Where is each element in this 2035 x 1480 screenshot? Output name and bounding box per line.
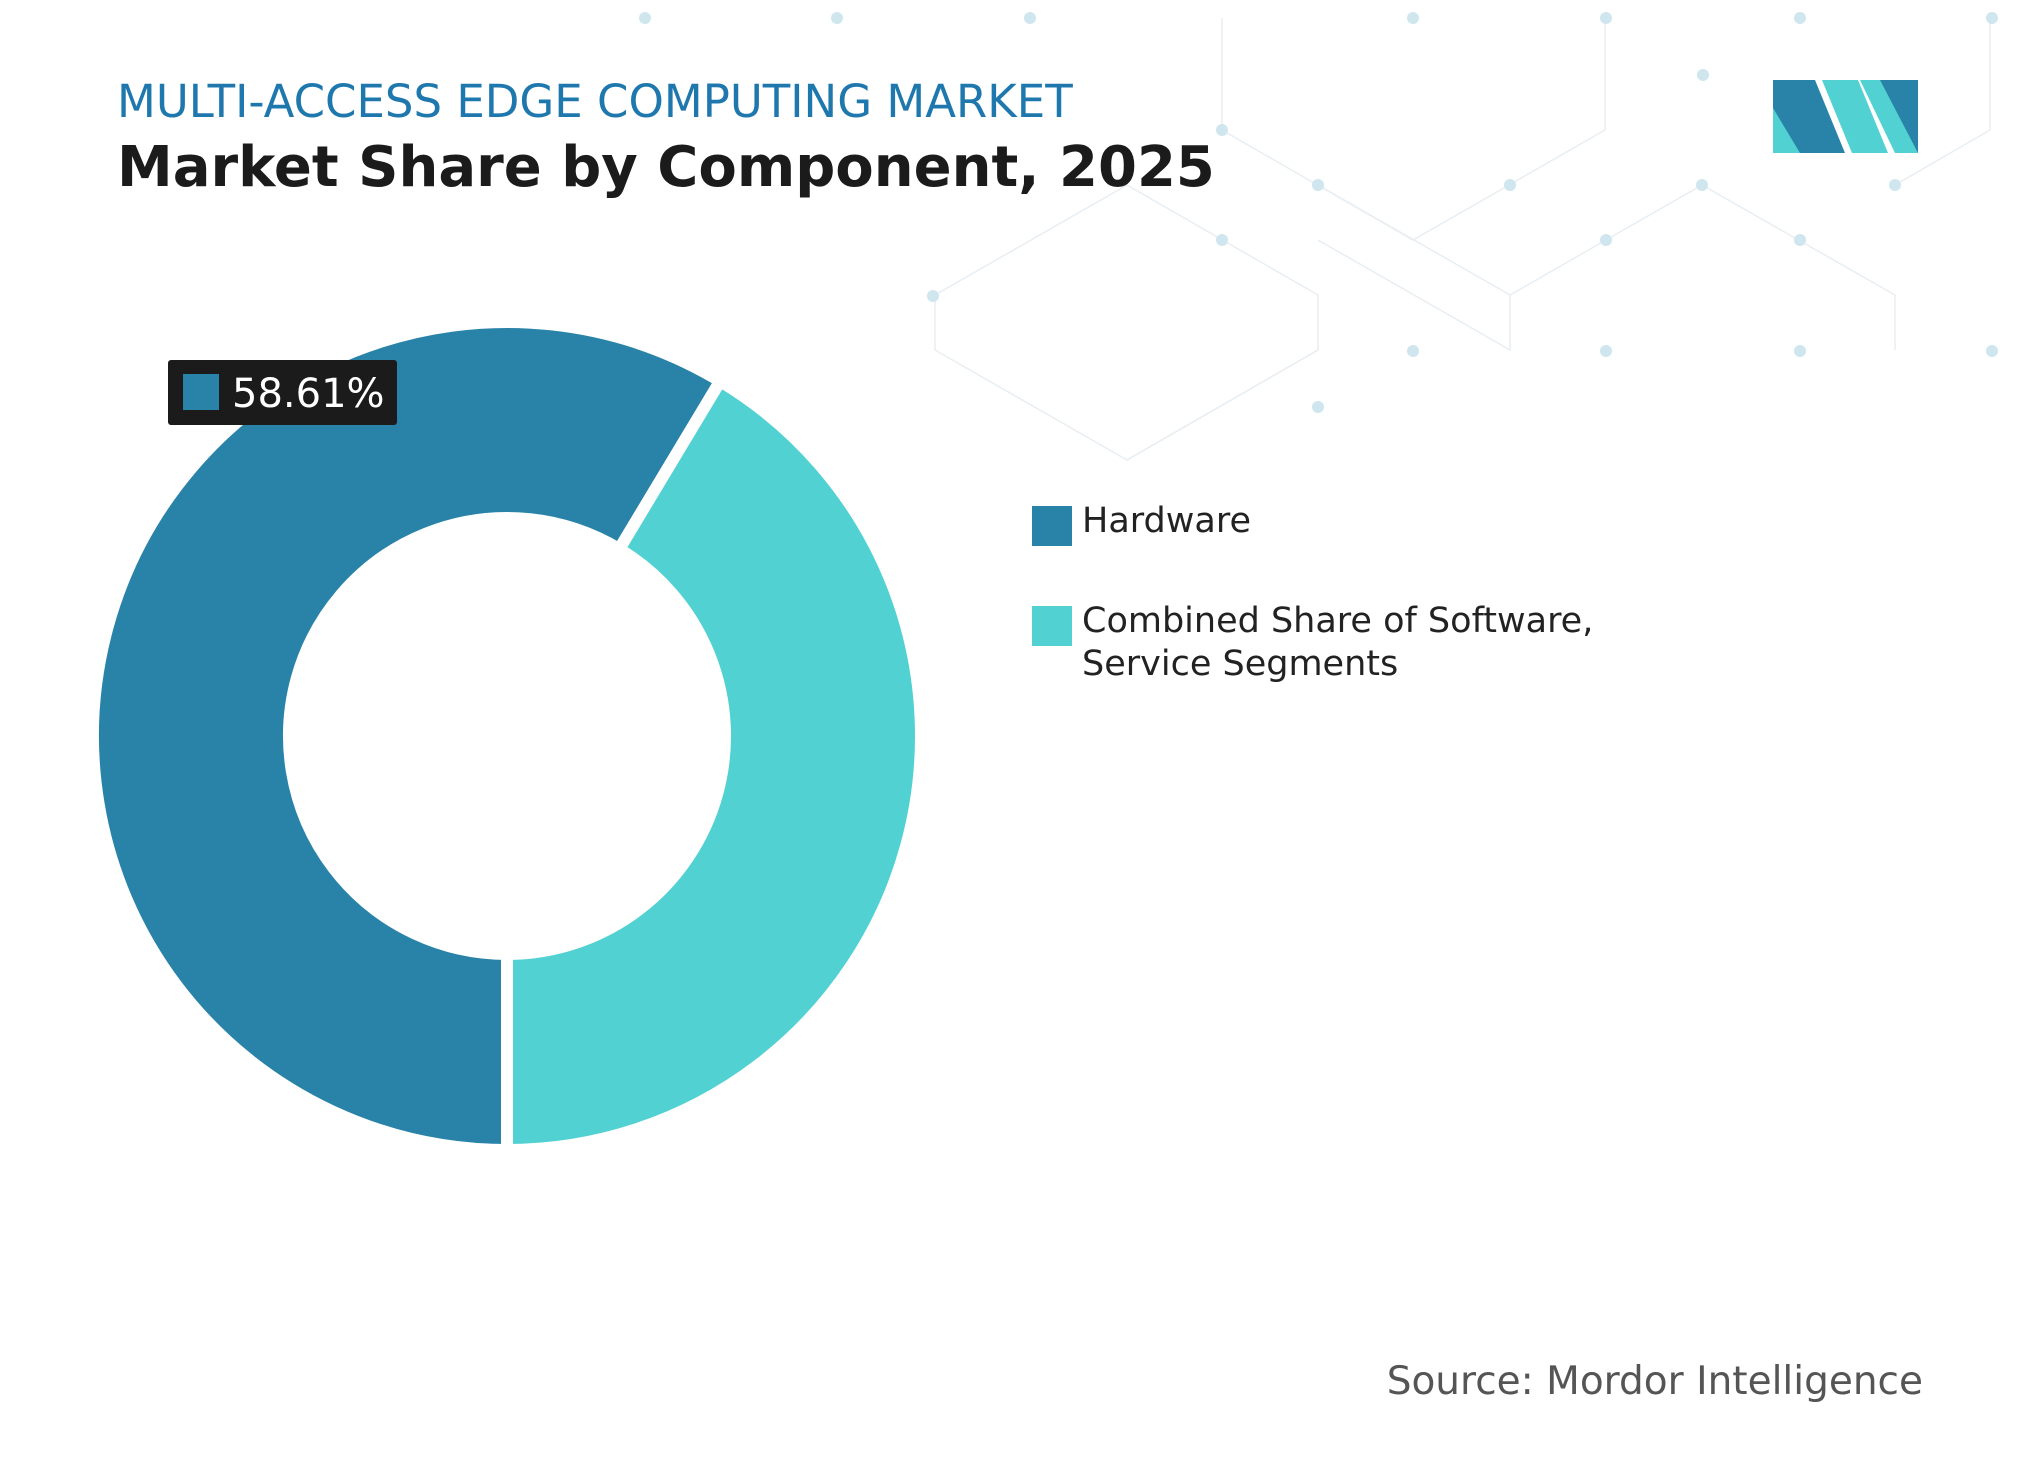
legend-item: Hardware	[1032, 500, 1652, 546]
legend-item: Combined Share of Software, Service Segm…	[1032, 600, 1652, 686]
label-background	[168, 360, 397, 425]
legend-swatch	[1032, 606, 1072, 646]
source: Source: Mordor Intelligence	[1387, 1359, 1923, 1404]
donut-slice	[501, 372, 927, 1157]
label-swatch	[183, 374, 219, 410]
legend-swatch	[1032, 506, 1072, 546]
legend-label: Hardware	[1082, 501, 1251, 541]
logo	[1773, 80, 1918, 153]
data-label: 58.61%	[232, 371, 385, 417]
chart-subtitle: MULTI-ACCESS EDGE COMPUTING MARKET	[117, 75, 1073, 128]
legend-label: Combined Share of Software, Service Segm…	[1082, 601, 1594, 684]
donut	[87, 316, 927, 1157]
background-dots	[639, 12, 1998, 413]
value-label-box: 58.61%	[168, 360, 397, 425]
chart-title: Market Share by Component, 2025	[117, 135, 1215, 200]
donut-slice	[87, 316, 729, 1157]
legend: Hardware Combined Share of Software, Serv…	[1032, 500, 1652, 740]
